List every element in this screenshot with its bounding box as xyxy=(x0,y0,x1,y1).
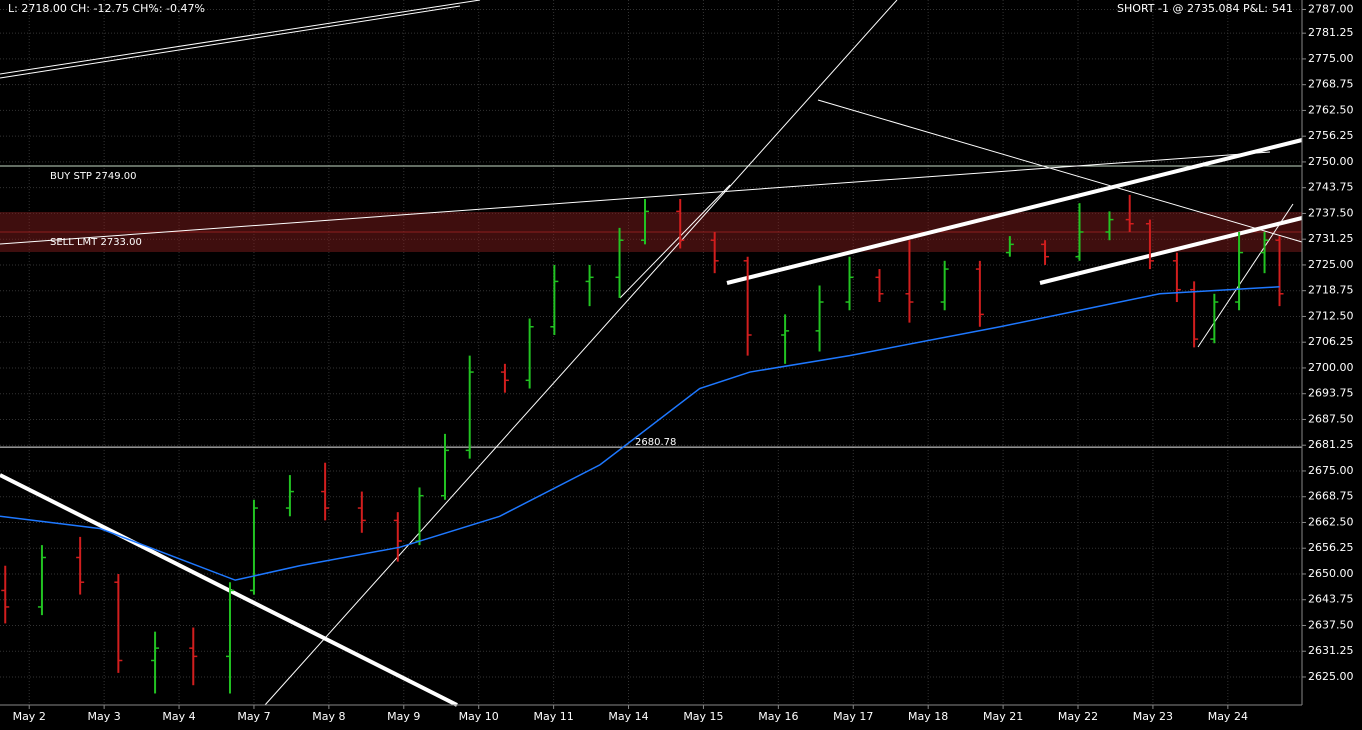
y-tick-label: 2768.75 xyxy=(1308,78,1354,91)
x-tick-label: May 11 xyxy=(533,710,573,723)
grid xyxy=(0,0,1302,705)
trend-line xyxy=(0,151,1271,245)
y-tick-label: 2668.75 xyxy=(1308,490,1354,503)
y-tick-label: 2625.00 xyxy=(1308,670,1354,683)
x-tick-label: May 9 xyxy=(387,710,420,723)
trend-line xyxy=(726,138,1303,285)
y-tick-label: 2787.00 xyxy=(1308,2,1354,15)
y-tick-label: 2762.50 xyxy=(1308,103,1354,116)
trend-line xyxy=(0,0,481,75)
x-tick-label: May 10 xyxy=(459,710,499,723)
y-tick-label: 2643.75 xyxy=(1308,593,1354,606)
axes: 2787.00 2781.25 2775.00 2768.75 2762.50 2756.… xyxy=(13,2,1354,723)
trend-line xyxy=(264,0,898,706)
y-tick-label: 2731.25 xyxy=(1308,232,1354,245)
trend-line xyxy=(817,99,1303,243)
x-tick-label: May 15 xyxy=(683,710,723,723)
y-tick-label: 2750.00 xyxy=(1308,155,1354,168)
y-tick-label: 2743.75 xyxy=(1308,181,1354,194)
x-tick-label: May 18 xyxy=(908,710,948,723)
trend-line xyxy=(0,473,458,707)
x-tick-label: May 23 xyxy=(1133,710,1173,723)
trend-line xyxy=(619,184,731,299)
y-tick-label: 2681.25 xyxy=(1308,438,1354,451)
level-label: SELL LMT 2733.00 xyxy=(50,237,142,248)
y-tick-label: 2781.25 xyxy=(1308,26,1354,39)
y-tick-label: 2687.50 xyxy=(1308,412,1354,425)
price-bars xyxy=(1,194,1284,694)
level-label: BUY STP 2749.00 xyxy=(50,171,136,182)
pnl: 541 xyxy=(1272,2,1293,15)
x-tick-label: May 21 xyxy=(983,710,1023,723)
y-tick-label: 2631.25 xyxy=(1308,644,1354,657)
x-tick-label: May 14 xyxy=(608,710,648,723)
x-tick-label: May 2 xyxy=(13,710,46,723)
x-tick-label: May 4 xyxy=(162,710,195,723)
moving-average-line xyxy=(0,286,1280,581)
y-tick-label: 2775.00 xyxy=(1308,52,1354,65)
trend-lines xyxy=(0,0,1303,707)
levels: BUY STP 2749.00 SELL LMT 2733.00 2680.78 xyxy=(0,165,1302,448)
y-tick-label: 2675.00 xyxy=(1308,464,1354,477)
y-tick-label: 2712.50 xyxy=(1308,309,1354,322)
header-quote: L: 2718.00 CH: -12.75 CH%: -0.47% xyxy=(8,2,205,15)
position: SHORT -1 @ 2735.084 P&L: xyxy=(1117,2,1268,15)
y-tick-label: 2737.50 xyxy=(1308,206,1354,219)
y-tick-label: 2718.75 xyxy=(1308,284,1354,297)
x-tick-label: May 17 xyxy=(833,710,873,723)
y-tick-label: 2650.00 xyxy=(1308,567,1354,580)
y-tick-label: 2693.75 xyxy=(1308,387,1354,400)
level-label: 2680.78 xyxy=(635,437,676,448)
moving-average xyxy=(0,286,1280,581)
y-tick-label: 2637.50 xyxy=(1308,618,1354,631)
x-tick-label: May 3 xyxy=(88,710,121,723)
x-tick-label: May 8 xyxy=(312,710,345,723)
y-tick-label: 2756.25 xyxy=(1308,129,1354,142)
y-tick-label: 2662.50 xyxy=(1308,515,1354,528)
y-tick-label: 2706.25 xyxy=(1308,335,1354,348)
x-tick-label: May 22 xyxy=(1058,710,1098,723)
x-tick-label: May 24 xyxy=(1208,710,1248,723)
x-tick-label: May 16 xyxy=(758,710,798,723)
y-tick-label: 2656.25 xyxy=(1308,541,1354,554)
trend-line xyxy=(0,5,461,79)
y-tick-label: 2700.00 xyxy=(1308,361,1354,374)
x-tick-label: May 7 xyxy=(237,710,270,723)
y-tick-label: 2725.00 xyxy=(1308,258,1354,271)
